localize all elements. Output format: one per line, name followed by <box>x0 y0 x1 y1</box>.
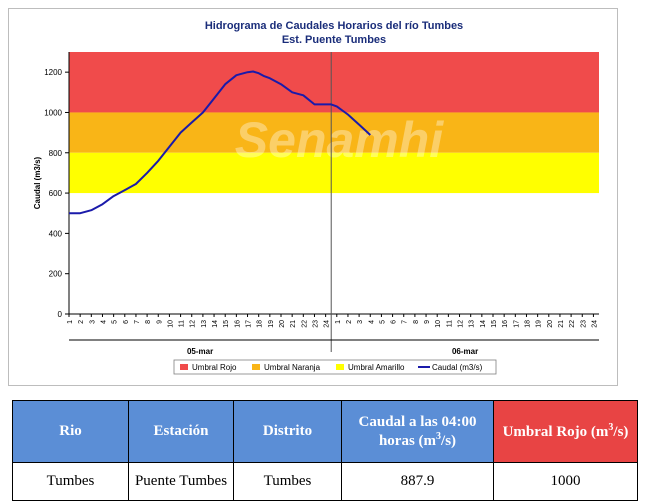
band-umbral-rojo <box>69 52 599 113</box>
cell-umbral-rojo: 1000 <box>493 462 638 501</box>
cell-distrito: Tumbes <box>233 462 342 501</box>
x-tick-label: 13 <box>201 320 208 328</box>
header-umbral-rojo: Umbral Rojo (m3/s) <box>493 400 638 463</box>
y-tick-label: 400 <box>49 229 63 238</box>
x-tick-label: 10 <box>167 320 174 328</box>
band-umbral-naranja <box>69 112 599 153</box>
x-tick-label: 6 <box>123 320 130 324</box>
hydrograph-chart: Hidrograma de Caudales Horarios del río … <box>33 20 599 375</box>
chart-subtitle: Est. Puente Tumbes <box>282 34 386 46</box>
x-tick-label: 8 <box>145 320 152 324</box>
x-tick-label: 18 <box>257 320 264 328</box>
x-tick-label: 7 <box>134 320 141 324</box>
legend-label: Umbral Naranja <box>264 363 321 372</box>
x-tick-label: 3 <box>89 320 96 324</box>
y-tick-label: 800 <box>49 149 63 158</box>
y-tick-label: 200 <box>49 270 63 279</box>
legend-box <box>173 359 497 375</box>
x-tick-label: 6 <box>391 320 398 324</box>
band-umbral-amarillo <box>69 152 599 194</box>
x-tick-label: 24 <box>324 320 331 328</box>
legend-swatch <box>252 364 260 370</box>
chart-title: Hidrograma de Caudales Horarios del río … <box>205 20 463 32</box>
x-tick-label: 17 <box>513 320 520 328</box>
cell-caudal: 887.9 <box>341 462 494 501</box>
x-tick-label: 1 <box>335 320 342 324</box>
x-tick-label: 22 <box>569 320 576 328</box>
y-tick-label: 1200 <box>44 68 62 77</box>
x-tick-label: 2 <box>346 320 353 324</box>
legend-swatch <box>180 364 188 370</box>
chart-frame: Hidrograma de Caudales Horarios del río … <box>8 8 618 386</box>
x-tick-label: 22 <box>301 320 308 328</box>
header-distrito: Distrito <box>233 400 342 463</box>
x-tick-label: 21 <box>558 320 565 328</box>
header-rio: Rio <box>12 400 129 463</box>
x-tick-label: 23 <box>312 320 319 328</box>
x-tick-label: 9 <box>424 320 431 324</box>
x-tick-label: 23 <box>580 320 587 328</box>
x-tick-label: 10 <box>435 320 442 328</box>
x-tick-label: 13 <box>469 320 476 328</box>
x-tick-label: 16 <box>234 320 241 328</box>
table-header-row: Rio Estación Distrito Caudal a las 04:00… <box>12 400 638 463</box>
x-tick-label: 2 <box>78 320 85 324</box>
header-estacion: Estación <box>128 400 234 463</box>
day-label: 05-mar <box>187 347 213 356</box>
legend-label: Umbral Amarillo <box>348 363 405 372</box>
x-tick-label: 15 <box>223 320 230 328</box>
y-axis-label: Caudal (m3/s) <box>33 156 42 209</box>
x-tick-label: 4 <box>100 320 107 324</box>
series-line-caudal <box>69 70 371 215</box>
x-tick-label: 4 <box>368 320 375 324</box>
x-tick-label: 12 <box>458 320 465 328</box>
x-tick-label: 12 <box>190 320 197 328</box>
flow-table: Rio Estación Distrito Caudal a las 04:00… <box>12 400 638 501</box>
x-tick-label: 17 <box>246 320 253 328</box>
x-tick-label: 11 <box>179 320 186 327</box>
x-tick-label: 21 <box>290 320 297 328</box>
day-label: 06-mar <box>452 347 478 356</box>
x-tick-label: 1 <box>67 320 74 324</box>
x-tick-label: 3 <box>357 320 364 324</box>
header-caudal: Caudal a las 04:00 horas (m3/s) <box>341 400 494 463</box>
x-tick-label: 5 <box>379 320 386 324</box>
x-tick-label: 19 <box>536 320 543 328</box>
legend-label: Caudal (m3/s) <box>432 363 483 372</box>
x-tick-label: 20 <box>279 320 286 328</box>
legend-label: Umbral Rojo <box>192 363 237 372</box>
watermark-text: Senamhi <box>235 112 445 168</box>
y-tick-label: 1000 <box>44 108 62 117</box>
x-tick-label: 7 <box>402 320 409 324</box>
cell-rio: Tumbes <box>12 462 129 501</box>
x-tick-label: 18 <box>524 320 531 328</box>
x-tick-label: 24 <box>591 320 598 328</box>
cell-estacion: Puente Tumbes <box>128 462 234 501</box>
x-tick-label: 8 <box>413 320 420 324</box>
x-tick-label: 16 <box>502 320 509 328</box>
x-tick-label: 20 <box>547 320 554 328</box>
table-row: Tumbes Puente Tumbes Tumbes 887.9 1000 <box>12 462 638 501</box>
x-tick-label: 14 <box>480 320 487 328</box>
y-tick-label: 0 <box>58 310 63 319</box>
x-tick-label: 14 <box>212 320 219 328</box>
x-tick-label: 19 <box>268 320 275 328</box>
y-tick-label: 600 <box>49 189 63 198</box>
x-tick-label: 9 <box>156 320 163 324</box>
x-tick-label: 15 <box>491 320 498 328</box>
x-tick-label: 11 <box>446 320 453 327</box>
x-tick-label: 5 <box>112 320 119 324</box>
legend-swatch <box>336 364 344 370</box>
